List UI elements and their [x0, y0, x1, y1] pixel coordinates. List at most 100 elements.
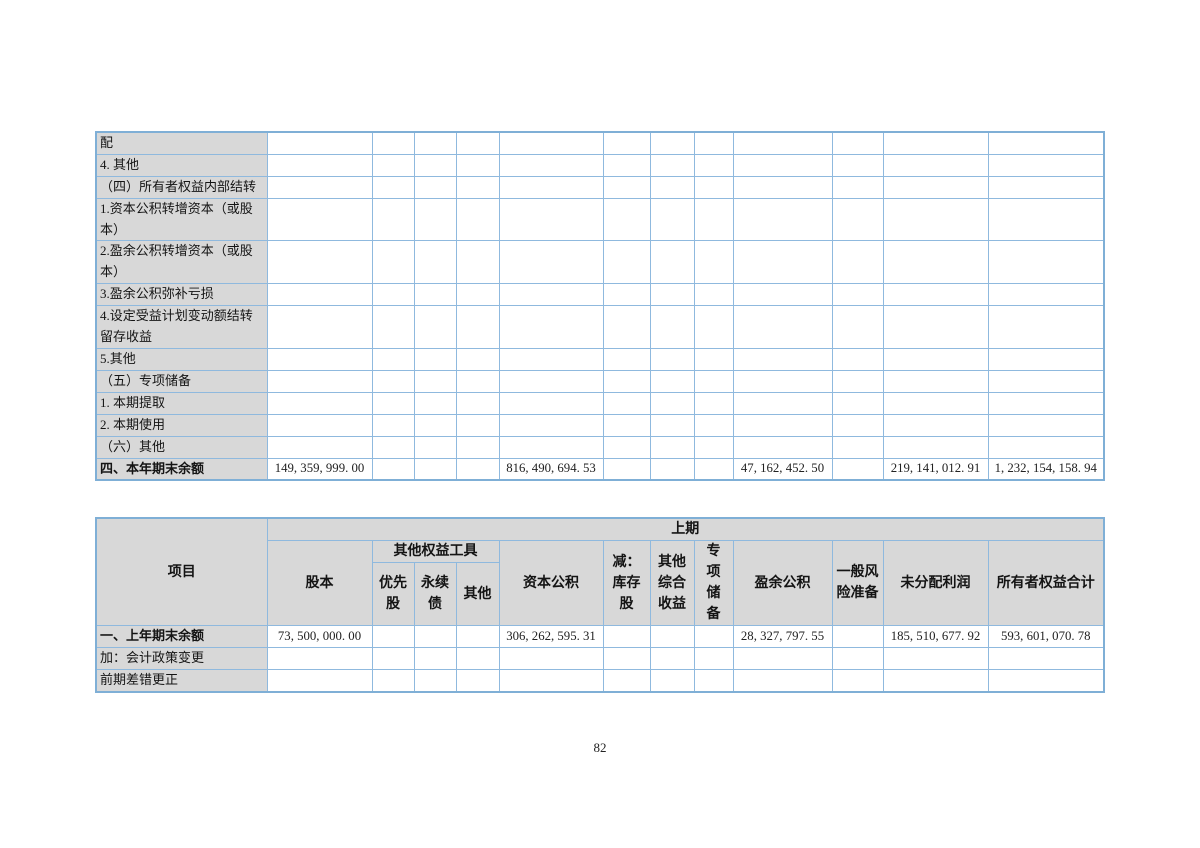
cell-general-risk [831, 369, 884, 393]
header-other-equity-instruments: 其他权益工具 [371, 539, 500, 564]
table-row: （六）其他 [95, 435, 1105, 459]
cell-share-capital [266, 369, 373, 393]
cell-preferred [371, 347, 415, 371]
row-label: （四）所有者权益内部结转 [95, 175, 268, 199]
row-label: 4.设定受益计划变动额结转留存收益 [95, 304, 268, 349]
table-row-opening-balance: 一、上年期末余额 73, 500, 000. 00 306, 262, 595. … [95, 625, 1105, 648]
page-number: 82 [593, 740, 607, 755]
cell-oci [649, 347, 695, 371]
cell-special-reserve [693, 282, 734, 306]
cell-other-instrument [455, 175, 500, 199]
header-preferred-stock: 优先股 [371, 562, 415, 626]
cell-undistributed: 185, 510, 677. 92 [882, 625, 989, 648]
cell-perpetual [413, 668, 457, 693]
cell-special-reserve [693, 153, 734, 177]
cell-preferred [371, 457, 415, 481]
cell-oci [649, 175, 695, 199]
cell-oci [649, 304, 695, 349]
cell-total-equity [987, 369, 1105, 393]
cell-treasury [602, 240, 651, 284]
cell-general-risk [831, 647, 884, 670]
cell-undistributed [882, 391, 989, 415]
cell-undistributed [882, 197, 989, 242]
cell-oci [649, 625, 695, 648]
cell-share-capital [266, 668, 373, 693]
cell-surplus-reserve [732, 435, 833, 459]
cell-special-reserve [693, 175, 734, 199]
cell-undistributed [882, 153, 989, 177]
header-general-risk-reserve: 一般风险准备 [831, 540, 884, 626]
cell-special-reserve [693, 457, 734, 481]
cell-total-equity [987, 435, 1105, 459]
cell-preferred [371, 369, 415, 393]
cell-preferred [371, 153, 415, 177]
cell-preferred [371, 131, 415, 155]
cell-general-risk [831, 668, 884, 693]
cell-other-instrument [455, 153, 500, 177]
cell-preferred [371, 668, 415, 693]
cell-general-risk [831, 240, 884, 284]
cell-preferred [371, 197, 415, 242]
cell-perpetual [413, 153, 457, 177]
cell-other-instrument [455, 435, 500, 459]
cell-perpetual [413, 435, 457, 459]
cell-general-risk [831, 304, 884, 349]
cell-capital-reserve [498, 282, 604, 306]
cell-treasury [602, 304, 651, 349]
table-row: 配 [95, 131, 1105, 155]
cell-general-risk [831, 153, 884, 177]
cell-total-equity [987, 647, 1105, 670]
cell-general-risk [831, 131, 884, 155]
cell-share-capital [266, 131, 373, 155]
table-row: 4.设定受益计划变动额结转留存收益 [95, 304, 1105, 349]
cell-undistributed [882, 647, 989, 670]
cell-special-reserve [693, 391, 734, 415]
cell-treasury [602, 457, 651, 481]
cell-surplus-reserve: 28, 327, 797. 55 [732, 625, 833, 648]
row-label: 1. 本期提取 [95, 391, 268, 415]
cell-treasury [602, 175, 651, 199]
cell-other-instrument [455, 625, 500, 648]
cell-perpetual [413, 369, 457, 393]
cell-surplus-reserve [732, 304, 833, 349]
cell-general-risk [831, 347, 884, 371]
cell-capital-reserve [498, 153, 604, 177]
cell-total-equity [987, 391, 1105, 415]
cell-oci [649, 153, 695, 177]
cell-oci [649, 282, 695, 306]
cell-undistributed [882, 347, 989, 371]
table-row: 加：会计政策变更 [95, 647, 1105, 670]
header-perpetual-bond: 永续债 [413, 562, 457, 626]
header-total-equity: 所有者权益合计 [987, 540, 1105, 626]
table-row: 2.盈余公积转增资本（或股本） [95, 240, 1105, 284]
cell-other-instrument [455, 240, 500, 284]
row-label: 5.其他 [95, 347, 268, 371]
cell-total-equity [987, 131, 1105, 155]
cell-perpetual [413, 391, 457, 415]
cell-oci [649, 391, 695, 415]
cell-surplus-reserve [732, 413, 833, 437]
cell-capital-reserve [498, 435, 604, 459]
cell-general-risk [831, 391, 884, 415]
cell-treasury [602, 647, 651, 670]
table-row: 前期差错更正 [95, 668, 1105, 693]
row-label: 4. 其他 [95, 153, 268, 177]
cell-perpetual [413, 413, 457, 437]
cell-share-capital [266, 413, 373, 437]
cell-special-reserve [693, 240, 734, 284]
cell-surplus-reserve [732, 240, 833, 284]
header-share-capital: 股本 [266, 540, 373, 626]
header-oci: 其他综合收益 [649, 540, 695, 626]
cell-surplus-reserve [732, 647, 833, 670]
cell-preferred [371, 413, 415, 437]
cell-oci [649, 647, 695, 670]
cell-share-capital [266, 175, 373, 199]
cell-treasury [602, 668, 651, 693]
cell-undistributed [882, 369, 989, 393]
cell-treasury [602, 153, 651, 177]
cell-undistributed [882, 175, 989, 199]
cell-capital-reserve: 306, 262, 595. 31 [498, 625, 604, 648]
row-label: 1.资本公积转增资本（或股本） [95, 197, 268, 242]
header-row-groups: 股本 其他权益工具 资本公积 减：库存股 其他综合收益 专项储备 盈余公积 一般… [96, 539, 1105, 626]
cell-treasury [602, 369, 651, 393]
